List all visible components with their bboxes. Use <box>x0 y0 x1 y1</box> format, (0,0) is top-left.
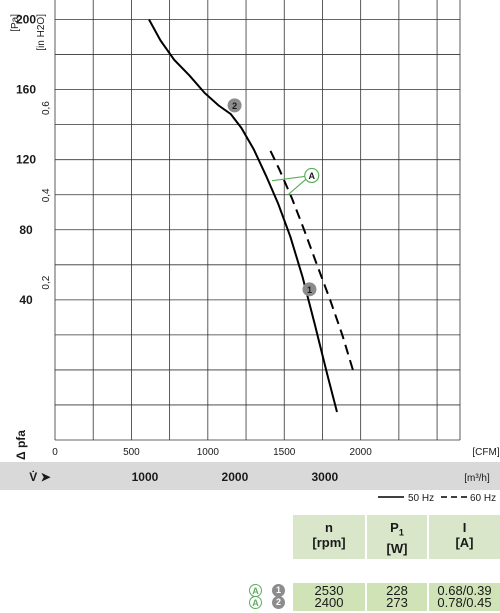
y-left-tick-label: 160 <box>16 83 36 97</box>
x-m3h-tick-label: 3000 <box>312 470 339 484</box>
y-left-tick-label: 120 <box>16 153 36 167</box>
y-axis-label: Δ pfa <box>14 430 28 460</box>
x-cfm-tick-label: 1000 <box>197 447 220 458</box>
header-speed: n [rpm] <box>293 515 365 559</box>
x-m3h-unit: [m³/h] <box>464 473 490 484</box>
y-right-tick-label: 0,4 <box>41 188 52 202</box>
operating-point-1-label: 1 <box>307 285 312 295</box>
operating-point-2-marker <box>227 98 242 113</box>
y-left-tick-label: 40 <box>19 293 33 307</box>
x-m3h-band <box>0 462 500 490</box>
y-right-unit: [in H2O] <box>36 14 47 51</box>
series-60hz-line <box>269 150 356 376</box>
performance-table: n [rpm] P1 [W] I [A] A 1 2530 228 0.68/0… <box>244 515 500 613</box>
header-power-symbol: P1 <box>390 520 404 538</box>
legend-60hz-label: 60 Hz <box>470 493 496 504</box>
row2-power-cell: 273 <box>367 595 427 611</box>
x-cfm-unit: [CFM] <box>472 447 499 458</box>
series-50hz-line <box>148 19 338 413</box>
fan-curve-chart: [Pa]200 160 120 80 40 [in H2O] 0,6 0,4 0,2 Δ pfa 0… <box>0 0 500 504</box>
header-current: I [A] <box>429 515 500 559</box>
header-current-unit: [A] <box>455 535 474 550</box>
marker-a-leader <box>271 175 305 182</box>
header-speed-unit: [rpm] <box>312 535 346 550</box>
x-axis-label: V̇ ➤ <box>29 469 51 484</box>
operating-point-2-badge: 2 <box>272 596 285 609</box>
header-current-symbol: I <box>462 520 467 535</box>
operating-point-a-label: A <box>309 171 316 181</box>
operating-point-a-badge: A <box>249 596 262 609</box>
grid-lines <box>54 0 461 441</box>
y-right-tick-label: 0,6 <box>41 101 52 115</box>
x-m3h-tick-label: 2000 <box>222 470 249 484</box>
x-m3h-tick-label: 1000 <box>132 470 159 484</box>
y-right-tick-label: 0,2 <box>41 275 52 289</box>
header-speed-symbol: n <box>325 520 333 535</box>
operating-point-1-marker <box>302 282 317 297</box>
row2-speed-cell: 2400 <box>293 595 365 611</box>
x-cfm-tick-label: 2000 <box>350 447 373 458</box>
x-cfm-tick-label: 1500 <box>273 447 296 458</box>
operating-point-a-marker <box>304 167 320 184</box>
marker-a-leader <box>287 178 307 196</box>
x-cfm-tick-label: 0 <box>52 447 58 458</box>
operating-point-2-label: 2 <box>232 101 237 111</box>
x-cfm-tick-label: 500 <box>123 447 140 458</box>
header-power-unit: [W] <box>386 540 408 556</box>
header-power: P1 [W] <box>367 515 427 559</box>
operating-point-1-badge: 1 <box>272 584 285 597</box>
y-left-tick-label: 200 <box>16 13 36 27</box>
y-left-tick-label: 80 <box>19 223 33 237</box>
legend-50hz-label: 50 Hz <box>408 493 434 504</box>
y-left-unit: [Pa] <box>10 14 21 32</box>
row2-current-cell: 0.78/0.45 <box>429 595 500 611</box>
